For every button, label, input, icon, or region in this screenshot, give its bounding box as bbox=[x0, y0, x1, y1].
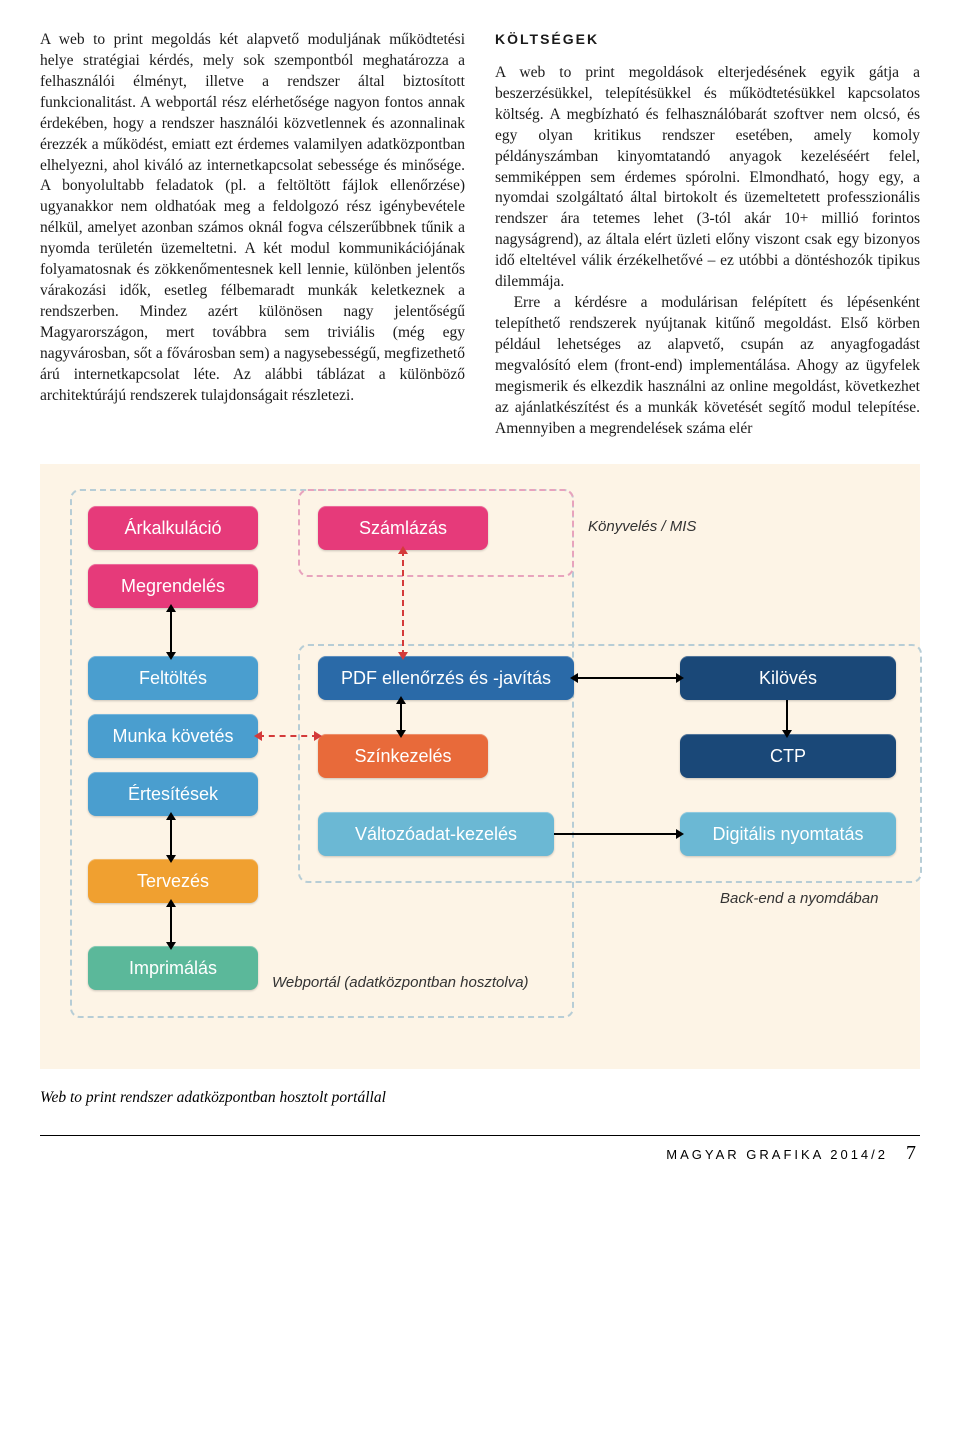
arrowhead bbox=[166, 604, 176, 612]
arrowhead bbox=[314, 731, 322, 741]
journal-title: MAGYAR GRAFIKA 2014/2 bbox=[666, 1147, 888, 1162]
arrowhead bbox=[570, 673, 578, 683]
footer-rule bbox=[40, 1135, 920, 1136]
label-mis: Könyvelés / MIS bbox=[588, 518, 696, 535]
label-portal: Webportál (adatközpontban hosztolva) bbox=[272, 974, 529, 991]
arrowhead bbox=[398, 652, 408, 660]
figure-caption: Web to print rendszer adatközpontban hos… bbox=[40, 1089, 920, 1107]
right-column: KÖLTSÉGEK A web to print megoldások elte… bbox=[495, 30, 920, 439]
arrowhead bbox=[166, 812, 176, 820]
module-valtozoadat: Változóadat-kezelés bbox=[318, 812, 554, 856]
text-columns: A web to print megoldás két alapvető mod… bbox=[40, 30, 920, 439]
arrowhead bbox=[676, 829, 684, 839]
arrowhead bbox=[398, 546, 408, 554]
page-footer: MAGYAR GRAFIKA 2014/2 7 bbox=[40, 1142, 920, 1165]
col1-body: A web to print megoldás két alapvető mod… bbox=[40, 31, 465, 404]
arrow bbox=[400, 700, 402, 734]
arrow bbox=[170, 816, 172, 859]
dashed-arrow bbox=[402, 550, 404, 656]
module-digitalis: Digitális nyomtatás bbox=[680, 812, 896, 856]
module-kiloves: Kilövés bbox=[680, 656, 896, 700]
arrowhead bbox=[396, 696, 406, 704]
page-number: 7 bbox=[906, 1142, 916, 1165]
arrowhead bbox=[676, 673, 684, 683]
module-pdf-ellenorzes: PDF ellenőrzés és -javítás bbox=[318, 656, 574, 700]
label-backend: Back-end a nyomdában bbox=[720, 890, 878, 907]
col2-para2: Erre a kérdésre a modulárisan felépített… bbox=[495, 293, 920, 439]
arrow bbox=[574, 677, 680, 679]
arrow bbox=[786, 700, 788, 734]
module-munkakovetes: Munka követés bbox=[88, 714, 258, 758]
arrowhead bbox=[396, 730, 406, 738]
section-heading-costs: KÖLTSÉGEK bbox=[495, 30, 920, 49]
arrowhead bbox=[166, 855, 176, 863]
module-megrendeles: Megrendelés bbox=[88, 564, 258, 608]
col2-para1: A web to print megoldások elterjedésének… bbox=[495, 63, 920, 293]
dashed-arrow bbox=[258, 735, 318, 737]
module-szinkezeles: Színkezelés bbox=[318, 734, 488, 778]
module-feltoltes: Feltöltés bbox=[88, 656, 258, 700]
module-arkalkulacio: Árkalkuláció bbox=[88, 506, 258, 550]
arrowhead bbox=[166, 899, 176, 907]
arrowhead bbox=[254, 731, 262, 741]
architecture-diagram: Árkalkuláció Számlázás Megrendelés Feltö… bbox=[40, 464, 920, 1069]
left-column: A web to print megoldás két alapvető mod… bbox=[40, 30, 465, 439]
module-ertesitesek: Értesítések bbox=[88, 772, 258, 816]
arrow bbox=[170, 903, 172, 946]
module-ctp: CTP bbox=[680, 734, 896, 778]
arrow bbox=[170, 608, 172, 656]
arrowhead bbox=[166, 942, 176, 950]
module-szamlazas: Számlázás bbox=[318, 506, 488, 550]
module-tervezes: Tervezés bbox=[88, 859, 258, 903]
arrowhead bbox=[166, 652, 176, 660]
module-imprimalas: Imprimálás bbox=[88, 946, 258, 990]
arrowhead bbox=[782, 730, 792, 738]
arrow bbox=[554, 833, 680, 835]
